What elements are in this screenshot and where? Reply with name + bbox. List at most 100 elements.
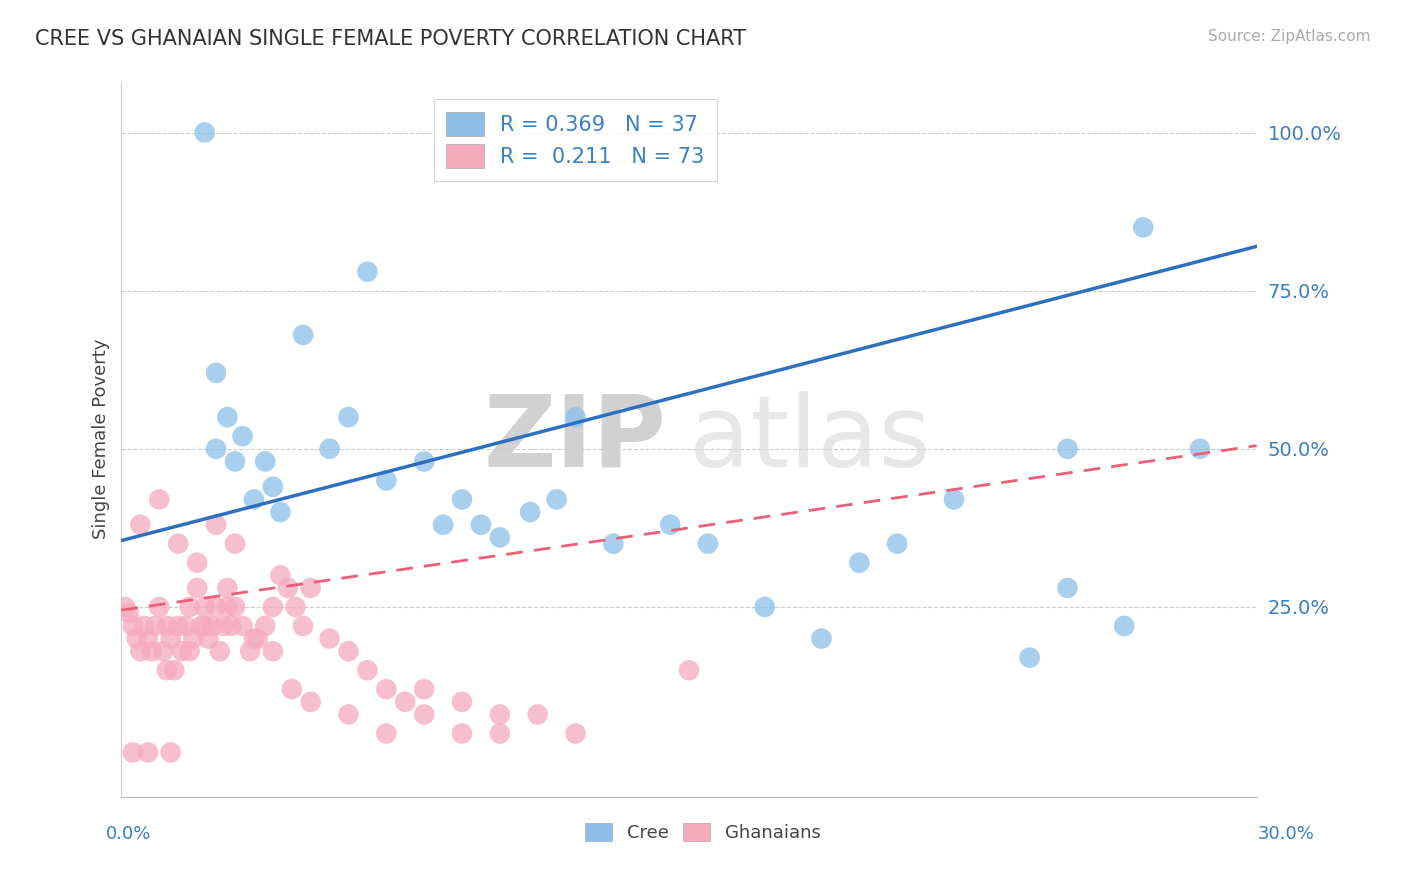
Point (262, 599, 284, 614)
Point (1056, 581, 1078, 595)
Point (231, 619, 253, 633)
Point (375, 474, 398, 488)
Point (243, 632, 266, 646)
Point (1056, 442, 1078, 456)
Point (678, 663, 700, 677)
Point (254, 619, 277, 633)
Point (179, 599, 201, 614)
Point (246, 632, 269, 646)
Point (125, 632, 148, 646)
Point (292, 619, 315, 633)
Point (170, 644, 193, 658)
Point (262, 644, 284, 658)
Point (886, 537, 908, 551)
Point (205, 599, 228, 614)
Point (413, 454, 436, 468)
Point (519, 505, 541, 519)
Legend: R = 0.369   N = 37, R =  0.211   N = 73: R = 0.369 N = 37, R = 0.211 N = 73 (434, 100, 717, 181)
Point (489, 530, 512, 544)
Point (141, 644, 163, 658)
Point (432, 517, 454, 532)
Point (129, 517, 152, 532)
Point (194, 619, 217, 633)
Point (470, 517, 492, 532)
Point (148, 492, 170, 507)
Point (163, 663, 186, 677)
Text: 30.0%: 30.0% (1258, 825, 1315, 843)
Point (564, 726, 586, 740)
Point (224, 537, 246, 551)
Point (659, 517, 682, 532)
Point (239, 644, 262, 658)
Point (754, 599, 776, 614)
Point (243, 492, 266, 507)
Point (208, 644, 231, 658)
Text: CREE VS GHANAIAN SINGLE FEMALE POVERTY CORRELATION CHART: CREE VS GHANAIAN SINGLE FEMALE POVERTY C… (35, 29, 747, 48)
Point (337, 707, 360, 722)
Point (129, 644, 152, 658)
Point (254, 454, 277, 468)
Point (337, 644, 360, 658)
Point (356, 265, 378, 279)
Point (375, 726, 398, 740)
Point (262, 480, 284, 494)
Point (159, 746, 181, 760)
Point (1132, 220, 1154, 235)
Point (356, 663, 378, 677)
Point (697, 537, 720, 551)
Point (205, 366, 228, 380)
Point (205, 442, 228, 456)
Point (217, 581, 239, 595)
Point (942, 492, 965, 507)
Point (148, 599, 170, 614)
Point (186, 556, 208, 570)
Point (394, 695, 416, 709)
Point (156, 619, 179, 633)
Text: Source: ZipAtlas.com: Source: ZipAtlas.com (1208, 29, 1371, 44)
Point (451, 726, 474, 740)
Point (145, 619, 167, 633)
Point (526, 707, 548, 722)
Point (194, 599, 217, 614)
Point (299, 581, 322, 595)
Point (413, 682, 436, 697)
Point (201, 619, 224, 633)
Point (299, 695, 322, 709)
Point (174, 619, 197, 633)
Text: 0.0%: 0.0% (105, 825, 150, 843)
Point (179, 644, 201, 658)
Point (134, 619, 156, 633)
Point (114, 599, 136, 614)
Point (217, 410, 239, 425)
Point (318, 442, 340, 456)
Point (186, 581, 208, 595)
Point (489, 726, 512, 740)
Point (219, 619, 242, 633)
Point (546, 492, 568, 507)
Point (451, 695, 474, 709)
Text: atlas: atlas (689, 391, 931, 488)
Point (217, 599, 239, 614)
Point (1114, 619, 1136, 633)
Point (413, 707, 436, 722)
Point (451, 492, 474, 507)
Point (197, 632, 219, 646)
Point (136, 746, 159, 760)
Point (269, 568, 291, 582)
Point (318, 632, 340, 646)
Y-axis label: Single Female Poverty: Single Female Poverty (93, 339, 110, 540)
Point (848, 556, 870, 570)
Legend: Cree, Ghanaians: Cree, Ghanaians (578, 815, 828, 849)
Point (194, 126, 217, 140)
Point (810, 632, 832, 646)
Point (292, 327, 315, 342)
Point (167, 537, 190, 551)
Point (489, 707, 512, 722)
Point (337, 410, 360, 425)
Point (190, 619, 212, 633)
Point (205, 517, 228, 532)
Point (375, 682, 398, 697)
Point (280, 682, 302, 697)
Point (136, 632, 159, 646)
Point (224, 599, 246, 614)
